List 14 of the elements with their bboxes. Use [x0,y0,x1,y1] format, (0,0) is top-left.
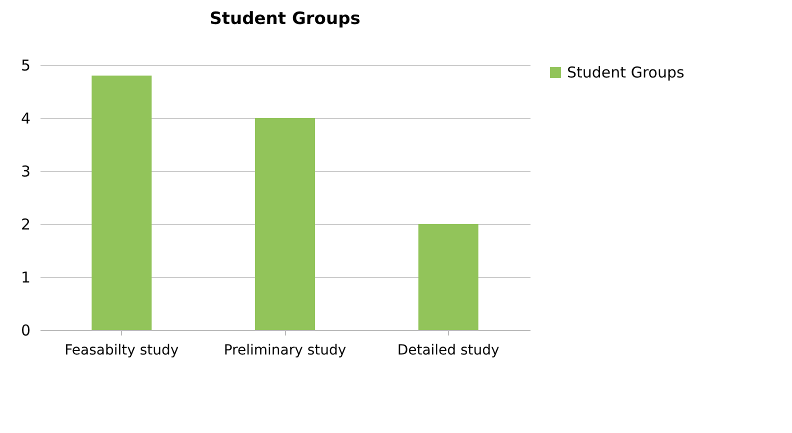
legend-label: Student Groups [567,64,684,82]
y-tick-label: 4 [20,110,30,128]
y-tick-label: 3 [20,162,30,180]
bar [418,224,478,330]
y-tick-label: 0 [20,322,30,340]
x-tick-label: Feasabilty study [64,342,179,358]
y-tick-label: 5 [20,56,30,74]
bar [255,118,315,330]
bar [92,76,152,330]
y-tick-label: 2 [20,216,30,234]
chart-title: Student Groups [210,9,360,29]
x-tick-label: Detailed study [397,342,500,358]
y-tick-label: 1 [20,268,30,286]
x-tick-label: Preliminary study [224,342,346,358]
